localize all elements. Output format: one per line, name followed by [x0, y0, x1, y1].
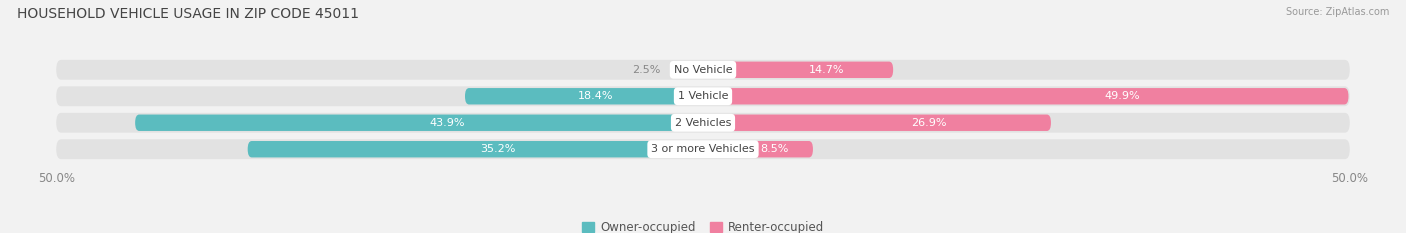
Text: Source: ZipAtlas.com: Source: ZipAtlas.com: [1285, 7, 1389, 17]
FancyBboxPatch shape: [135, 115, 703, 131]
Text: 1 Vehicle: 1 Vehicle: [678, 91, 728, 101]
Text: 26.9%: 26.9%: [911, 118, 946, 128]
Text: 14.7%: 14.7%: [808, 65, 845, 75]
Text: 18.4%: 18.4%: [578, 91, 613, 101]
FancyBboxPatch shape: [56, 86, 1350, 106]
FancyBboxPatch shape: [703, 62, 893, 78]
FancyBboxPatch shape: [56, 113, 1350, 133]
Text: 2 Vehicles: 2 Vehicles: [675, 118, 731, 128]
FancyBboxPatch shape: [465, 88, 703, 104]
Text: 43.9%: 43.9%: [430, 118, 465, 128]
Text: 35.2%: 35.2%: [481, 144, 516, 154]
FancyBboxPatch shape: [703, 115, 1050, 131]
FancyBboxPatch shape: [56, 60, 1350, 80]
FancyBboxPatch shape: [56, 139, 1350, 159]
FancyBboxPatch shape: [247, 141, 703, 158]
Text: 2.5%: 2.5%: [631, 65, 661, 75]
FancyBboxPatch shape: [703, 141, 813, 158]
FancyBboxPatch shape: [671, 62, 703, 78]
Text: 8.5%: 8.5%: [761, 144, 789, 154]
Legend: Owner-occupied, Renter-occupied: Owner-occupied, Renter-occupied: [582, 221, 824, 233]
Text: 49.9%: 49.9%: [1105, 91, 1140, 101]
FancyBboxPatch shape: [703, 88, 1348, 104]
Text: HOUSEHOLD VEHICLE USAGE IN ZIP CODE 45011: HOUSEHOLD VEHICLE USAGE IN ZIP CODE 4501…: [17, 7, 359, 21]
Text: 3 or more Vehicles: 3 or more Vehicles: [651, 144, 755, 154]
Text: No Vehicle: No Vehicle: [673, 65, 733, 75]
